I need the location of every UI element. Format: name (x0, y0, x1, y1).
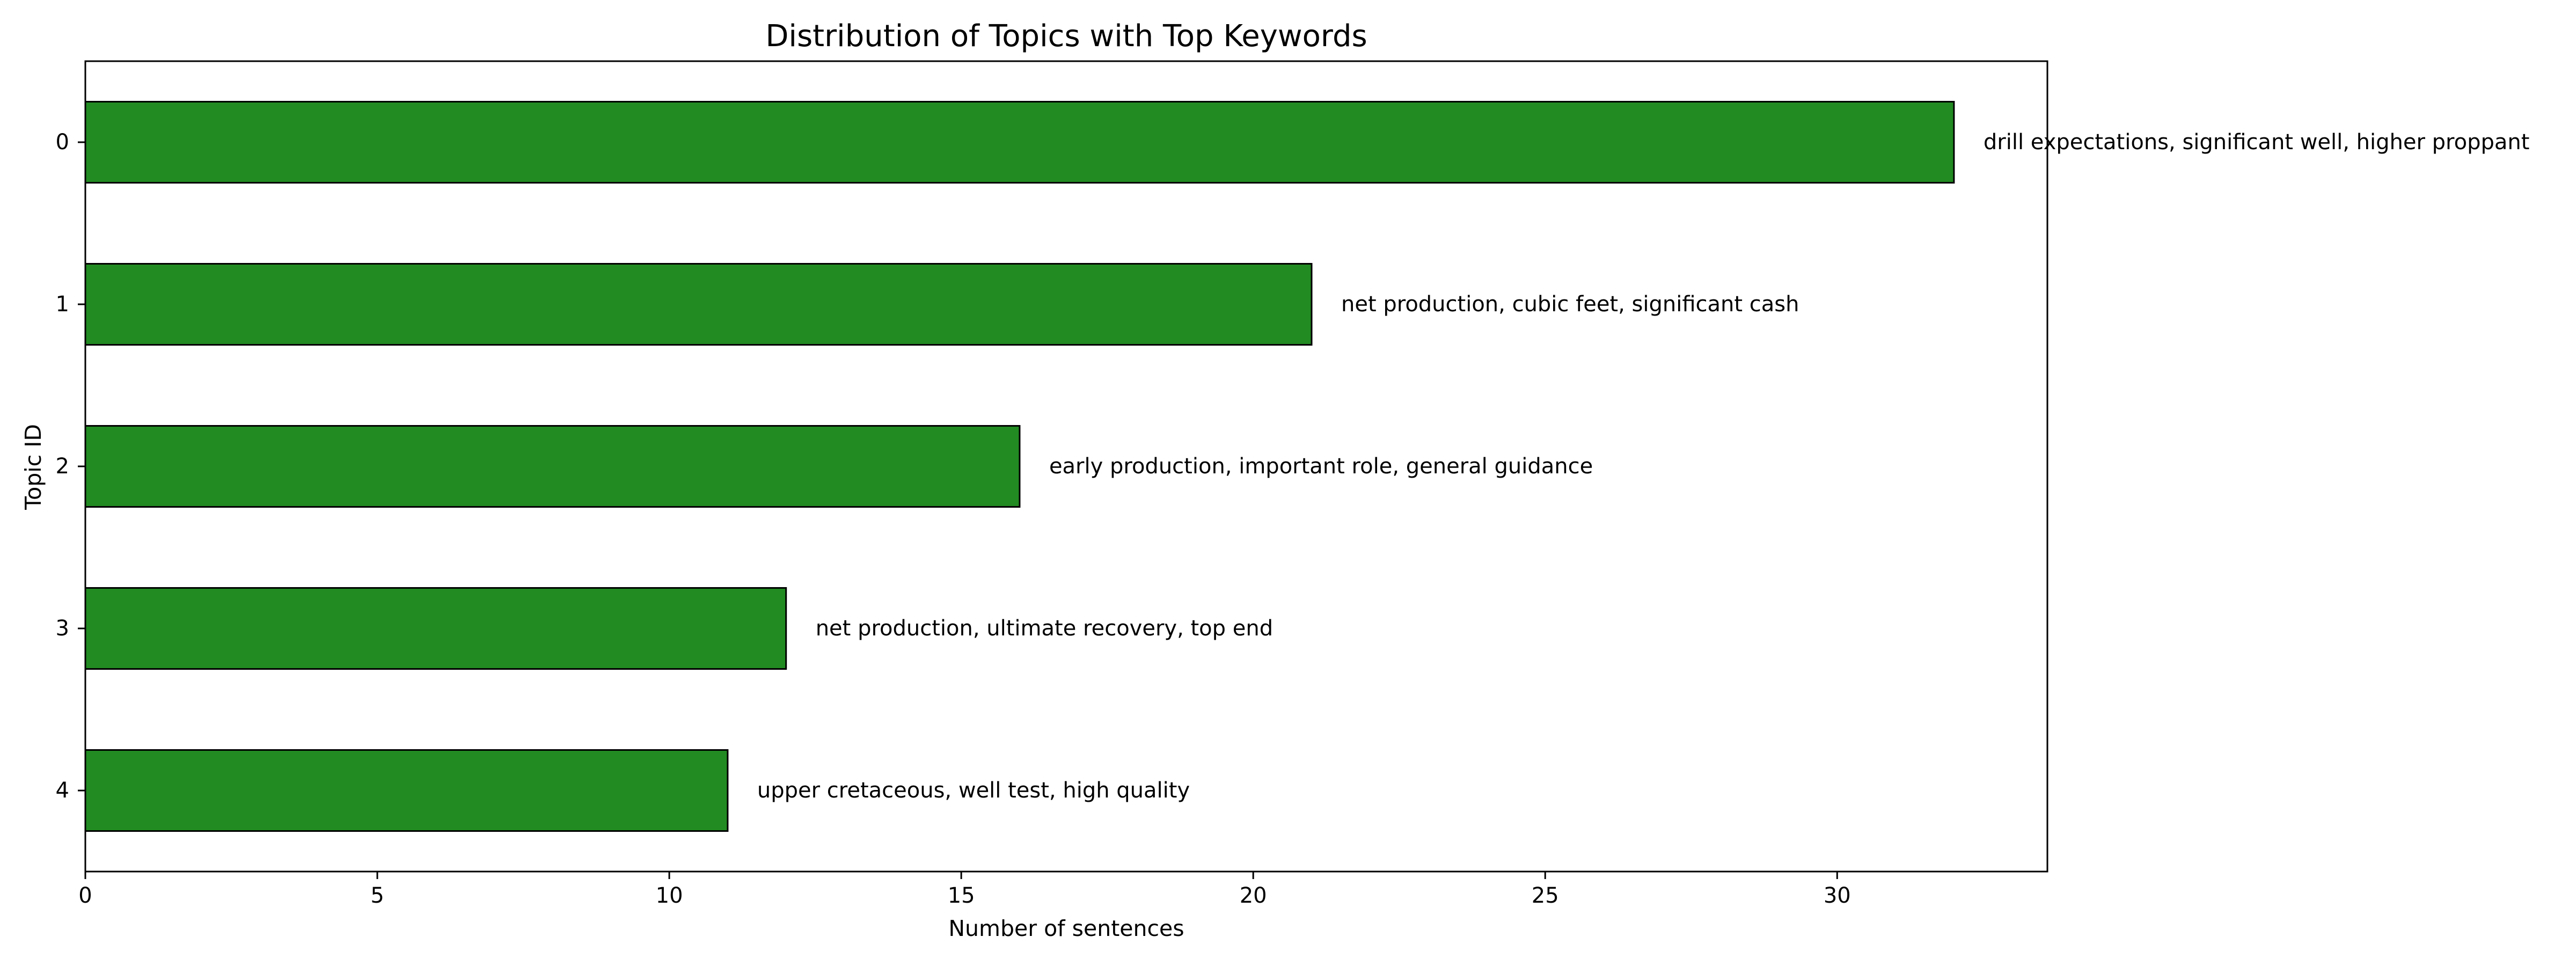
y-axis-label: Topic ID (20, 424, 46, 510)
plot-frame (84, 60, 2048, 873)
bar-topic-1 (84, 263, 1313, 346)
bars-group (84, 101, 1955, 832)
bar-topic-0 (84, 101, 1955, 184)
x-tick-label-5: 5 (370, 883, 384, 908)
chart-title: Distribution of Topics with Top Keywords (765, 19, 1367, 54)
bar-label-topic-0: drill expectations, significant well, hi… (1984, 130, 2530, 155)
bar-topic-2 (84, 425, 1021, 508)
bar-topic-4 (84, 749, 729, 832)
bar-label-topic-4: upper cretaceous, well test, high qualit… (757, 778, 1190, 803)
y-tick-label-0: 0 (56, 130, 69, 155)
y-tick-label-1: 1 (56, 292, 69, 317)
x-axis-label: Number of sentences (948, 916, 1184, 941)
x-tick-label-25: 25 (1532, 883, 1559, 908)
bar-label-topic-3: net production, ultimate recovery, top e… (816, 616, 1273, 641)
y-tick-label-3: 3 (56, 616, 69, 641)
x-tick-label-0: 0 (78, 883, 92, 908)
bar-label-topic-2: early production, important role, genera… (1049, 454, 1593, 479)
x-axis-ticks: 0 5 10 15 20 25 30 (78, 872, 1851, 908)
x-tick-label-30: 30 (1824, 883, 1851, 908)
x-tick-label-20: 20 (1240, 883, 1267, 908)
x-tick-label-15: 15 (948, 883, 975, 908)
y-tick-label-4: 4 (56, 778, 69, 803)
y-axis-ticks: 0 1 2 3 4 (56, 130, 85, 803)
x-tick-label-10: 10 (656, 883, 683, 908)
y-tick-label-2: 2 (56, 454, 69, 479)
bar-label-topic-1: net production, cubic feet, significant … (1341, 292, 1799, 317)
bar-topic-3 (84, 587, 787, 670)
bar-labels-group: drill expectations, significant well, hi… (757, 130, 2530, 803)
